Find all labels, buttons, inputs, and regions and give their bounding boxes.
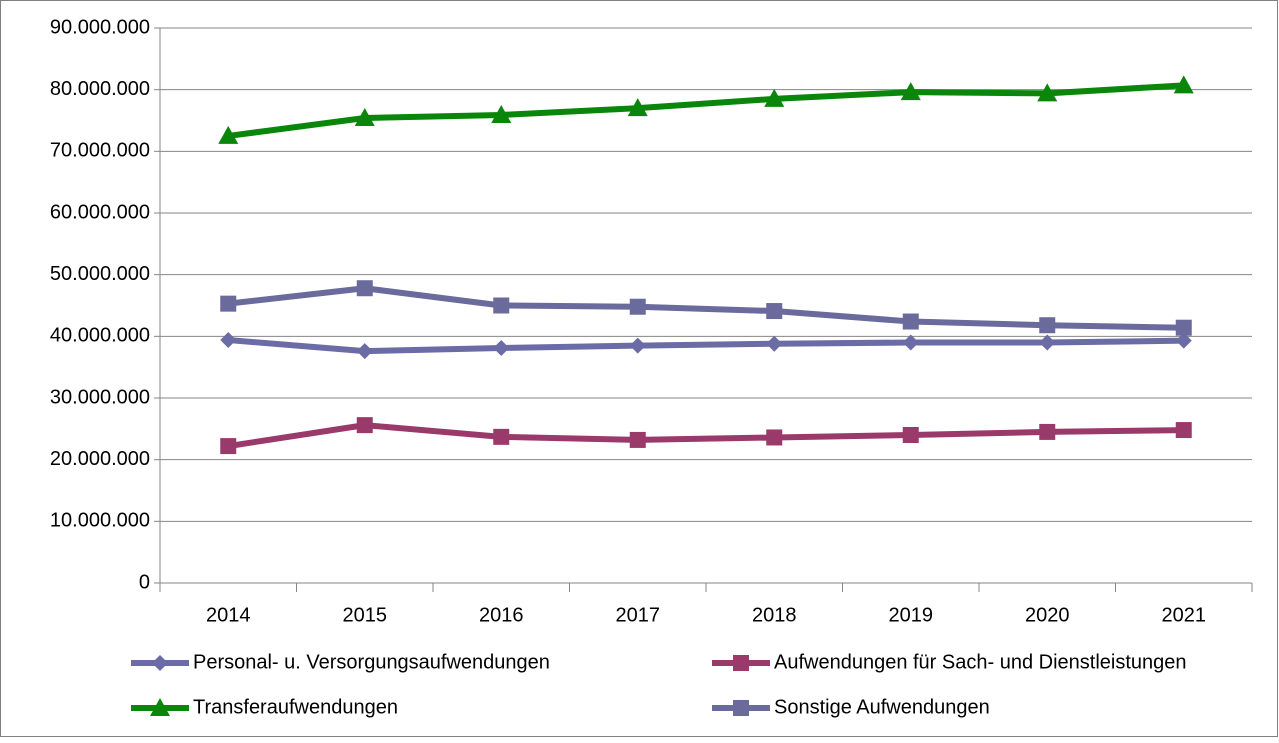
y-tick-label: 90.000.000 <box>50 16 150 38</box>
marker <box>356 280 373 297</box>
marker <box>218 125 239 144</box>
marker <box>900 82 921 101</box>
marker <box>902 313 919 330</box>
marker <box>150 698 170 716</box>
marker <box>766 429 783 446</box>
legend-label: Personal- u. Versorgungsaufwendungen <box>193 651 550 673</box>
marker <box>493 340 510 357</box>
x-tick-label: 2014 <box>206 604 251 626</box>
x-tick-label: 2018 <box>752 604 797 626</box>
marker <box>629 298 646 315</box>
marker <box>356 343 373 360</box>
marker <box>356 417 373 434</box>
x-tick-label: 2021 <box>1162 604 1207 626</box>
marker <box>733 700 749 716</box>
x-tick-label: 2015 <box>343 604 388 626</box>
marker <box>766 335 783 352</box>
marker <box>493 428 510 445</box>
series-line <box>227 422 1184 450</box>
marker <box>1039 423 1056 440</box>
marker <box>1175 422 1192 439</box>
marker <box>766 303 783 320</box>
marker <box>902 427 919 443</box>
marker <box>733 655 749 671</box>
y-tick-label: 70.000.000 <box>50 140 150 162</box>
legend-label: Aufwendungen für Sach- und Dienstleistun… <box>774 651 1187 673</box>
marker <box>902 334 919 351</box>
y-tick-label: 80.000.000 <box>50 78 150 100</box>
x-tick-label: 2016 <box>479 604 524 626</box>
marker <box>220 332 237 349</box>
series-line <box>227 82 1184 139</box>
x-tick-label: 2020 <box>1025 604 1070 626</box>
y-tick-label: 20.000.000 <box>50 448 150 470</box>
marker <box>493 297 510 314</box>
marker <box>627 98 648 117</box>
marker <box>1039 317 1056 334</box>
marker <box>629 431 646 448</box>
legend-label: Sonstige Aufwendungen <box>774 696 990 718</box>
marker <box>491 104 512 123</box>
marker <box>1039 334 1056 351</box>
y-tick-label: 50.000.000 <box>50 263 150 285</box>
y-tick-label: 30.000.000 <box>50 386 150 408</box>
marker <box>220 438 237 455</box>
marker <box>764 88 785 107</box>
y-tick-label: 10.000.000 <box>50 510 150 532</box>
marker <box>1173 75 1194 94</box>
marker <box>354 108 375 127</box>
x-tick-label: 2017 <box>616 604 661 626</box>
x-tick-label: 2019 <box>889 604 934 626</box>
marker <box>152 655 168 671</box>
marker <box>1037 83 1058 102</box>
marker <box>629 337 646 354</box>
marker <box>1175 332 1192 349</box>
marker <box>1175 319 1192 336</box>
y-tick-label: 40.000.000 <box>50 325 150 347</box>
legend-label: Transferaufwendungen <box>193 696 398 718</box>
y-tick-label: 0 <box>139 571 150 593</box>
marker <box>220 295 237 312</box>
series-line <box>227 285 1184 331</box>
y-tick-label: 60.000.000 <box>50 201 150 223</box>
series-line <box>228 337 1184 355</box>
